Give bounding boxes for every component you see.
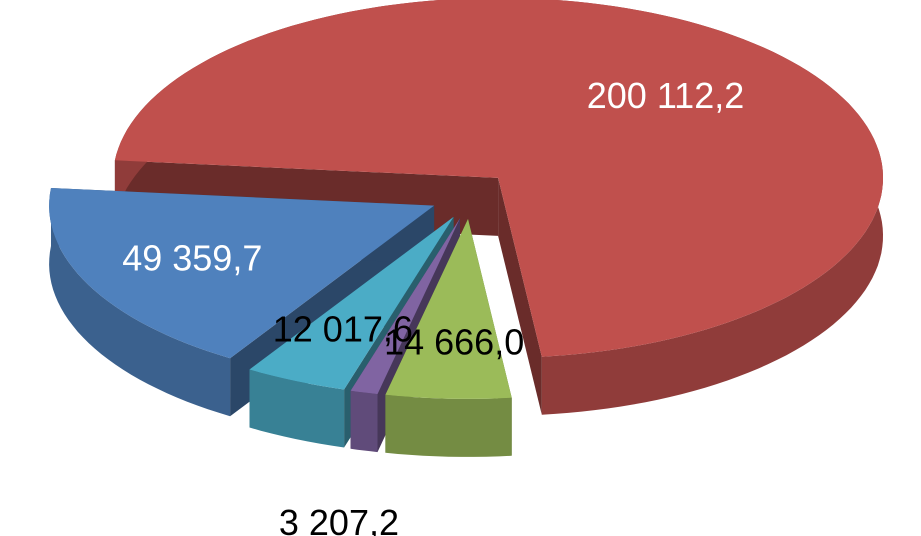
slice [249,216,454,390]
slice-edge [249,369,345,448]
slice-edge [385,394,512,457]
data-label: 49 359,7 [122,238,262,279]
slice-edge [350,390,378,453]
data-label: 12 017,6 [273,308,413,349]
slice [114,0,883,357]
data-label: 14 666,0 [384,321,524,362]
data-label: 3 207,2 [279,502,399,536]
slice [350,218,460,395]
slice [49,188,435,359]
slice [385,219,512,399]
slice-side [498,177,542,415]
data-label: 200 112,2 [587,75,744,116]
slice-edge [49,188,231,417]
